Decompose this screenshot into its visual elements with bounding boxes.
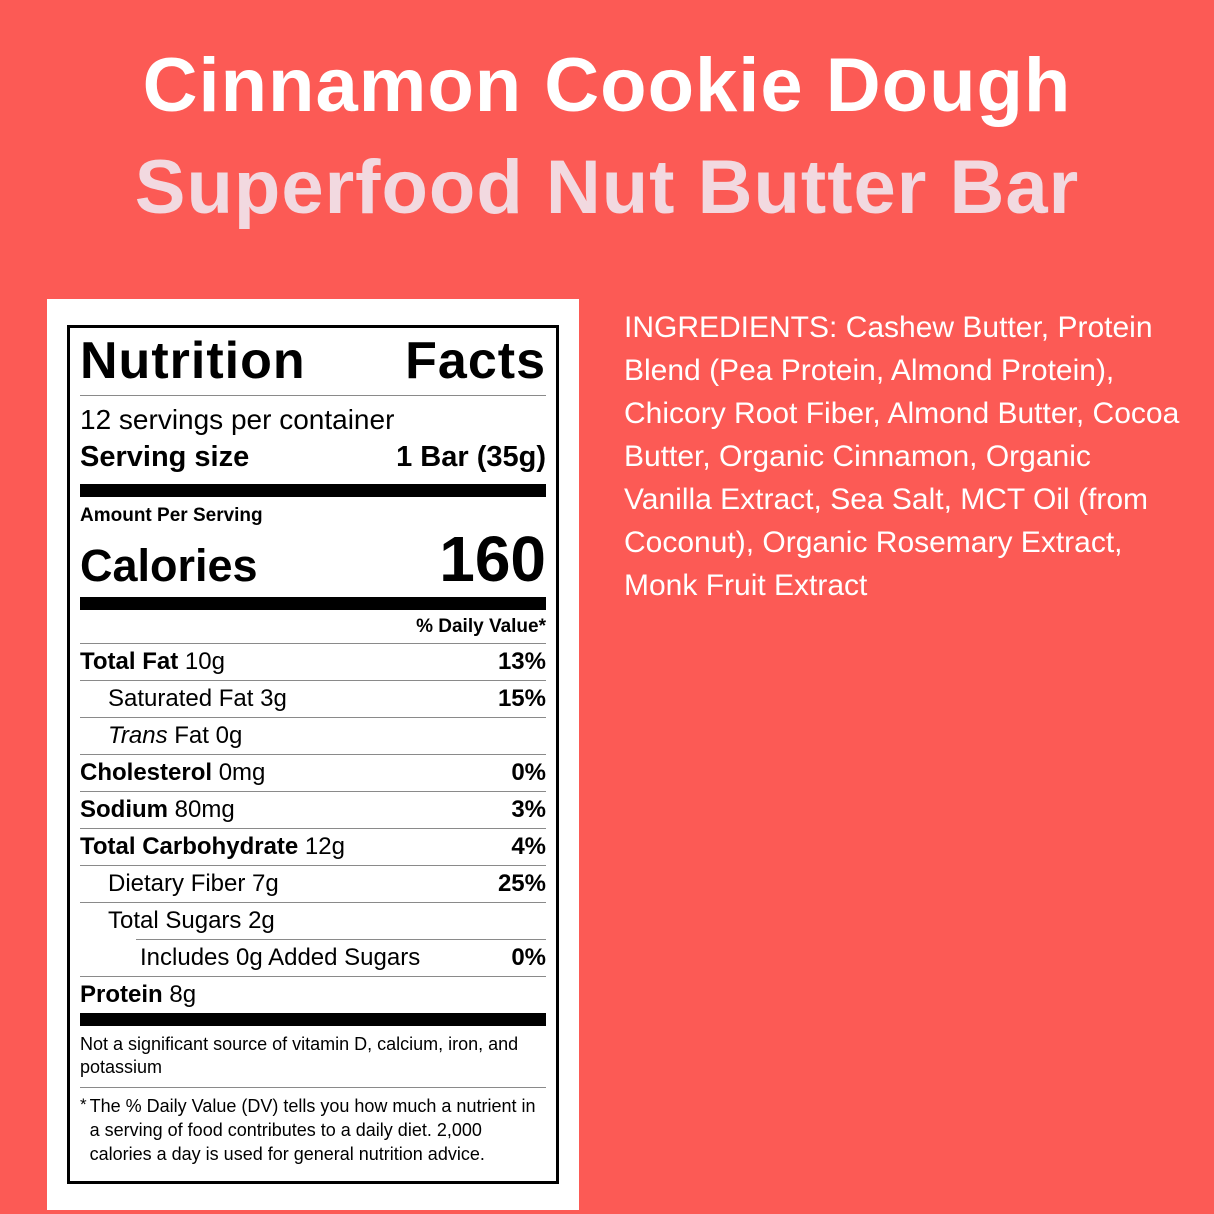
serving-size-label: Serving size [80,440,250,473]
thick-divider-bottom [80,1012,546,1026]
nutrient-name: Trans [108,721,168,749]
nutrient-text: Includes 0g Added Sugars [140,944,420,972]
product-title: Cinnamon Cookie Dough Superfood Nut Butt… [0,48,1214,226]
nutrition-facts-box: Nutrition Facts 12 servings per containe… [67,325,559,1184]
row-divider [80,864,546,866]
daily-value-divider [80,642,546,644]
nutrient-amount: 80mg [174,795,235,823]
footnote-text: The % Daily Value (DV) tells you how muc… [89,1096,536,1164]
nutrient-text: Total Fat 10g [80,648,225,676]
nutrient-daily-value: 0% [511,758,546,786]
calories-value: 160 [439,522,546,595]
nutrient-text: Cholesterol 0mg [80,759,265,787]
nutrient-row: Total Sugars 2g [80,903,546,939]
nutrient-text: Protein 8g [80,981,196,1009]
footnote: * The % Daily Value (DV) tells you how m… [80,1088,546,1170]
heading-divider [80,394,546,396]
row-divider [136,938,546,940]
nutrient-text: Saturated Fat 3g [108,685,287,713]
amount-per-serving-label: Amount Per Serving [80,504,263,526]
footnote-asterisk: * [80,1095,87,1115]
nutrient-rows: Total Fat 10g 13% Saturated Fat 3g 15% Trans… [80,644,546,1013]
nutrient-text: Sodium 80mg [80,796,235,824]
row-divider [80,790,546,792]
row-divider [80,716,546,718]
serving-size-row: Serving size 1 Bar (35g) [80,438,546,484]
nutrient-name: Cholesterol [80,758,213,786]
nutrient-amount: Fat 0g [174,721,243,749]
nutrient-row: Dietary Fiber 7g 25% [80,866,546,902]
nutrient-text: Trans Fat 0g [108,722,242,750]
daily-value-header: % Daily Value* [416,615,546,637]
nutrient-name: Sodium [80,795,168,823]
nutrient-row: Total Fat 10g 13% [80,644,546,680]
nutrient-amount: 2g [248,906,275,934]
nutrient-amount: 10g [184,647,225,675]
nutrient-name: Saturated Fat [108,684,254,712]
nutrient-row: Saturated Fat 3g 15% [80,681,546,717]
nutrient-daily-value: 3% [511,795,546,823]
row-divider [80,901,546,903]
ingredients-text: INGREDIENTS: Cashew Butter, Protein Blen… [624,311,1180,602]
nutrient-amount: 7g [252,869,279,897]
nutrition-facts-heading-word2: Facts [405,332,546,390]
not-significant-note: Not a significant source of vitamin D, c… [80,1033,519,1077]
nutrient-amount: 0mg [218,758,266,786]
calories-row: Calories 160 [80,527,546,597]
nutrient-row: Includes 0g Added Sugars 0% [80,940,546,976]
nutrient-name: Dietary Fiber [108,869,246,897]
nutrient-name: Total Sugars [108,906,242,934]
row-divider [80,827,546,829]
nutrient-name: Total Fat [80,647,179,675]
nutrient-row: Sodium 80mg 3% [80,792,546,828]
nutrient-daily-value: 13% [497,647,546,675]
nutrition-facts-heading-word1: Nutrition [80,332,306,390]
serving-size-value: 1 Bar (35g) [396,440,546,473]
product-title-flavor: Cinnamon Cookie Dough [142,43,1072,128]
thick-divider-top [80,483,546,497]
nutrient-row: Total Carbohydrate 12g 4% [80,829,546,865]
nutrient-amount: 12g [304,832,345,860]
product-title-type: Superfood Nut Butter Bar [134,145,1080,230]
nutrient-row: Trans Fat 0g [80,718,546,754]
nutrient-daily-value: 4% [511,832,546,860]
nutrition-facts-card: Nutrition Facts 12 servings per containe… [47,299,579,1210]
nutrient-amount: 8g [169,980,197,1008]
row-divider [80,753,546,755]
nutrient-text: Total Sugars 2g [108,907,275,935]
nutrient-daily-value: 0% [511,943,546,971]
nutrient-row: Protein 8g [80,977,546,1013]
nutrient-name: Includes 0g Added Sugars [140,943,421,971]
nutrient-row: Cholesterol 0mg 0% [80,755,546,791]
nutrition-facts-heading: Nutrition Facts [80,332,546,395]
nutrient-daily-value: 15% [497,684,546,712]
nutrient-amount: 3g [260,684,287,712]
row-divider [80,679,546,681]
nutrient-text: Dietary Fiber 7g [108,870,279,898]
nutrient-daily-value: 25% [497,869,546,897]
servings-per-container: 12 servings per container [80,403,395,435]
calories-label: Calories [80,539,258,591]
row-divider [80,975,546,977]
footnote-divider [80,1087,546,1089]
nutrient-name: Total Carbohydrate [80,832,299,860]
nutrient-name: Protein [80,980,163,1008]
nutrient-text: Total Carbohydrate 12g [80,833,345,861]
thick-divider-calories [80,596,546,610]
